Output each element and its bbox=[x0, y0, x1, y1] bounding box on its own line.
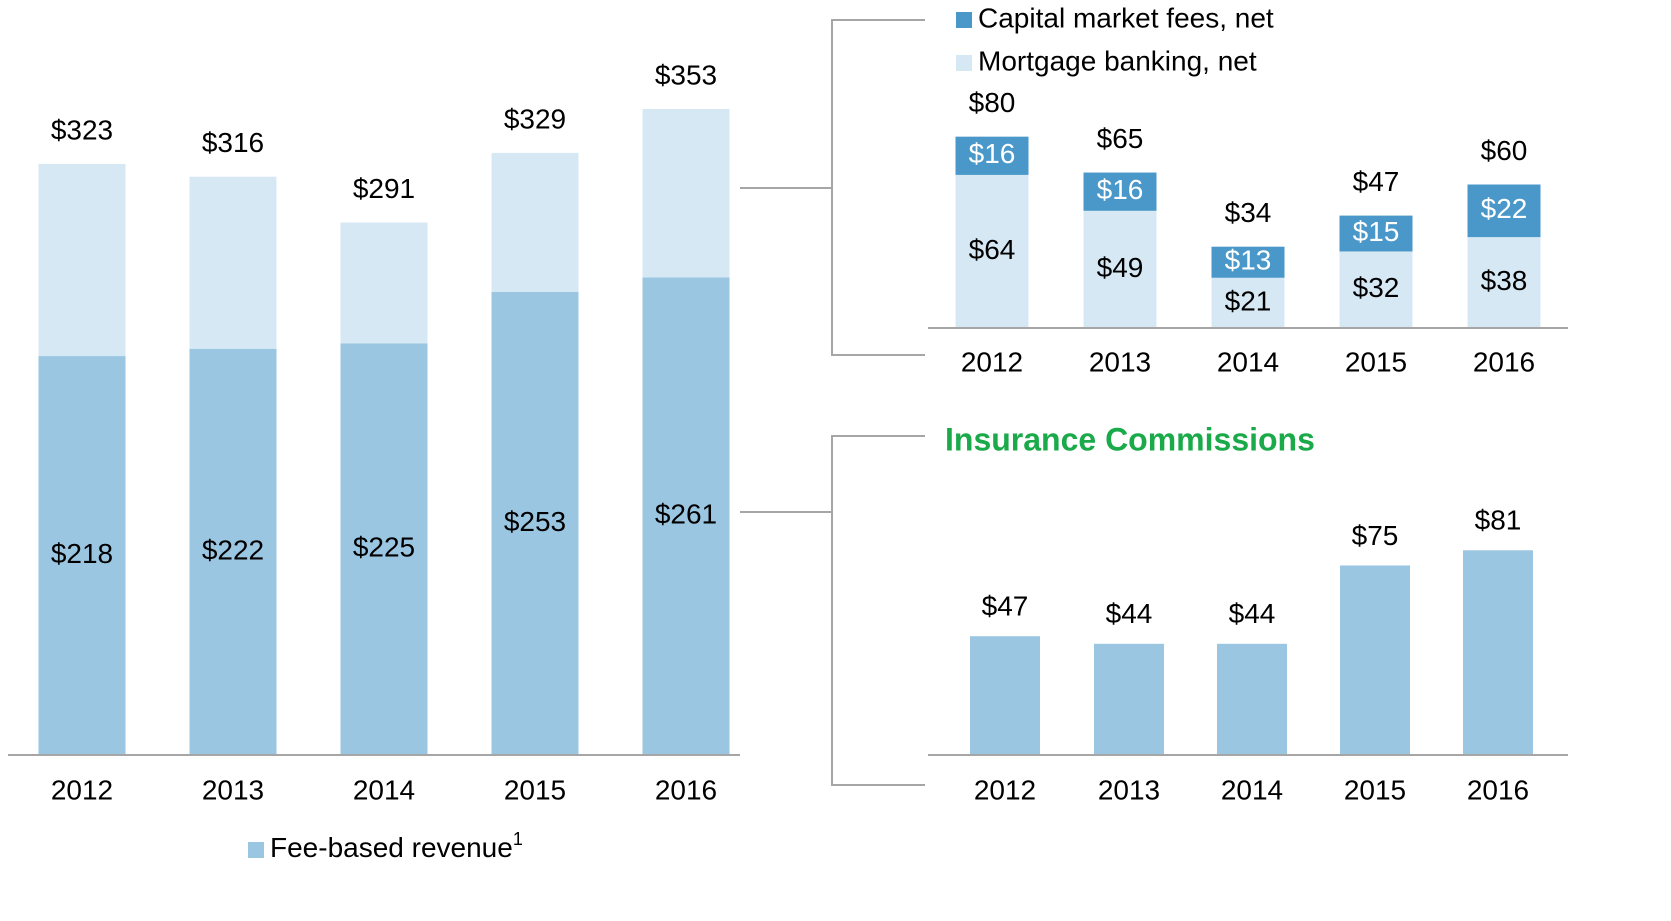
legend-swatch bbox=[956, 55, 972, 71]
bar-segment bbox=[642, 277, 730, 755]
data-label: $44 bbox=[1106, 598, 1153, 629]
bar-segment bbox=[340, 343, 428, 755]
total-label: $323 bbox=[51, 114, 113, 145]
data-label: $13 bbox=[1225, 245, 1272, 276]
bar-segment bbox=[38, 163, 126, 357]
legend-text: Fee-based revenue bbox=[270, 832, 513, 863]
bar bbox=[1094, 643, 1164, 755]
bar-segment bbox=[340, 222, 428, 344]
data-label: $218 bbox=[51, 538, 113, 569]
bar-segment bbox=[955, 174, 1029, 328]
bar-segment bbox=[1083, 210, 1157, 328]
x-tick-label: 2013 bbox=[202, 774, 264, 805]
x-tick-label: 2012 bbox=[51, 774, 113, 805]
bar-segment bbox=[491, 152, 579, 293]
bar-segment bbox=[642, 109, 730, 278]
data-label: $38 bbox=[1481, 265, 1528, 296]
total-label: $329 bbox=[504, 103, 566, 134]
x-tick-label: 2014 bbox=[353, 774, 415, 805]
total-label: $34 bbox=[1225, 197, 1272, 228]
x-tick-label: 2012 bbox=[961, 346, 1023, 377]
data-label: $16 bbox=[1097, 174, 1144, 205]
x-tick-label: 2016 bbox=[1473, 346, 1535, 377]
data-label: $253 bbox=[504, 506, 566, 537]
total-label: $80 bbox=[969, 87, 1016, 118]
bar-segment bbox=[1467, 237, 1541, 328]
data-label: $261 bbox=[655, 499, 717, 530]
legend-label: Capital market fees, net bbox=[978, 2, 1274, 33]
data-label: $44 bbox=[1229, 598, 1276, 629]
x-tick-label: 2016 bbox=[655, 774, 717, 805]
total-label: $291 bbox=[353, 173, 415, 204]
data-label: $15 bbox=[1353, 216, 1400, 247]
connector bbox=[831, 512, 925, 786]
bar-segment bbox=[189, 176, 277, 349]
bar-segment bbox=[491, 292, 579, 755]
data-label: $81 bbox=[1475, 505, 1522, 536]
data-label: $47 bbox=[982, 591, 1029, 622]
bar-segment bbox=[1467, 184, 1541, 238]
total-label: $60 bbox=[1481, 135, 1528, 166]
bar bbox=[1340, 565, 1410, 755]
total-label: $65 bbox=[1097, 123, 1144, 154]
x-tick-label: 2013 bbox=[1089, 346, 1151, 377]
x-tick-label: 2012 bbox=[974, 774, 1036, 805]
legend-swatch bbox=[956, 12, 972, 28]
data-label: $64 bbox=[969, 234, 1016, 265]
x-tick-label: 2014 bbox=[1217, 346, 1279, 377]
connector bbox=[740, 435, 925, 513]
bar bbox=[1463, 550, 1533, 755]
data-label: $222 bbox=[202, 534, 264, 565]
data-label: $21 bbox=[1225, 285, 1272, 316]
data-label: $225 bbox=[353, 532, 415, 563]
bar bbox=[1217, 643, 1287, 755]
x-tick-label: 2016 bbox=[1467, 774, 1529, 805]
data-label: $75 bbox=[1352, 520, 1399, 551]
legend-swatch bbox=[248, 842, 264, 858]
data-label: $16 bbox=[969, 138, 1016, 169]
bar bbox=[970, 636, 1040, 755]
total-label: $316 bbox=[202, 127, 264, 158]
bar-segment bbox=[38, 356, 126, 755]
connector bbox=[831, 188, 925, 356]
bar-segment bbox=[1339, 251, 1413, 328]
bar-segment bbox=[955, 136, 1029, 175]
legend-label: Fee-based revenue1 bbox=[270, 829, 523, 864]
total-label: $47 bbox=[1353, 166, 1400, 197]
bar-segment bbox=[1211, 277, 1285, 328]
bar-segment bbox=[1339, 215, 1413, 252]
x-tick-label: 2014 bbox=[1221, 774, 1283, 805]
x-tick-label: 2015 bbox=[1344, 774, 1406, 805]
bar-segment bbox=[1083, 172, 1157, 211]
x-tick-label: 2013 bbox=[1098, 774, 1160, 805]
bar-segment bbox=[1211, 246, 1285, 278]
legend-label: Mortgage banking, net bbox=[978, 45, 1257, 76]
data-label: $49 bbox=[1097, 252, 1144, 283]
data-label: $32 bbox=[1353, 272, 1400, 303]
legend-footnote: 1 bbox=[513, 829, 523, 849]
data-label: $22 bbox=[1481, 193, 1528, 224]
total-label: $353 bbox=[655, 59, 717, 90]
connector bbox=[740, 19, 925, 189]
bar-segment bbox=[189, 348, 277, 755]
x-tick-label: 2015 bbox=[1345, 346, 1407, 377]
chart-title: Insurance Commissions bbox=[945, 421, 1315, 457]
x-tick-label: 2015 bbox=[504, 774, 566, 805]
